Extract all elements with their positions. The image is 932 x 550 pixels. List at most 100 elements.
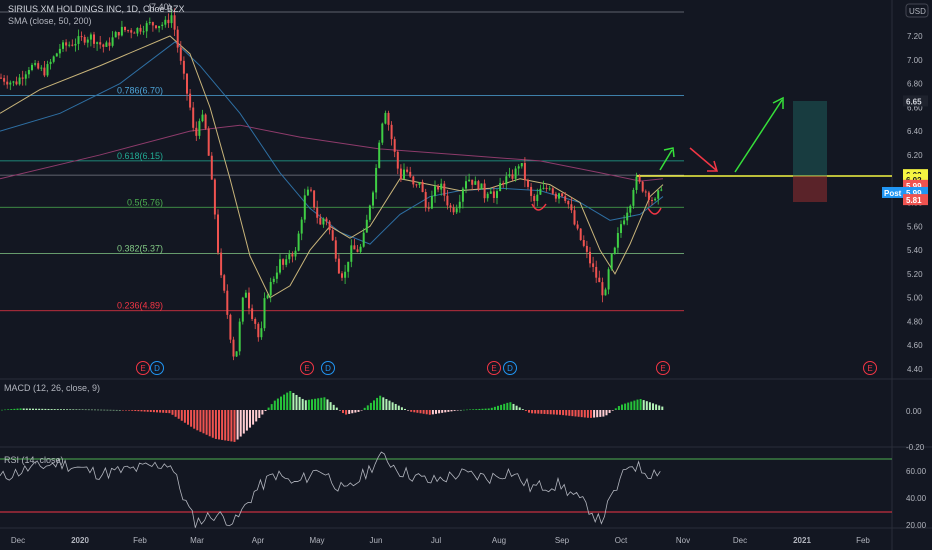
candle[interactable] — [601, 277, 604, 303]
candle[interactable] — [573, 205, 576, 226]
candle[interactable] — [257, 322, 260, 342]
candle[interactable] — [213, 178, 216, 220]
candle[interactable] — [114, 30, 117, 38]
candle[interactable] — [620, 220, 622, 238]
candle[interactable] — [623, 215, 626, 226]
candle[interactable] — [303, 188, 306, 223]
candle[interactable] — [3, 74, 6, 86]
event-marker[interactable] — [503, 361, 517, 375]
candle[interactable] — [176, 26, 179, 53]
candle[interactable] — [449, 202, 452, 213]
candle[interactable] — [502, 180, 505, 188]
event-marker[interactable] — [656, 361, 670, 375]
candle[interactable] — [195, 121, 198, 141]
candle[interactable] — [582, 235, 585, 248]
candle[interactable] — [133, 31, 136, 34]
candle[interactable] — [294, 246, 297, 261]
candle[interactable] — [198, 118, 201, 140]
candle[interactable] — [353, 238, 356, 250]
candle[interactable] — [629, 204, 632, 218]
candle[interactable] — [43, 61, 46, 78]
candle[interactable] — [406, 166, 409, 174]
candle[interactable] — [21, 70, 24, 86]
candle[interactable] — [514, 166, 517, 182]
candle[interactable] — [337, 254, 340, 275]
candle[interactable] — [393, 136, 396, 158]
candle[interactable] — [592, 256, 595, 273]
curve-annotation-1[interactable] — [531, 203, 547, 211]
candle[interactable] — [170, 8, 173, 28]
candle[interactable] — [18, 74, 21, 86]
candle[interactable] — [483, 179, 486, 203]
candle[interactable] — [189, 88, 192, 111]
event-marker[interactable] — [487, 361, 501, 375]
candle[interactable] — [65, 39, 68, 52]
candle[interactable] — [40, 65, 43, 72]
candle[interactable] — [77, 29, 80, 51]
candle[interactable] — [545, 184, 548, 192]
candle[interactable] — [229, 313, 232, 344]
candle[interactable] — [396, 150, 399, 175]
candle[interactable] — [644, 189, 647, 197]
candle[interactable] — [505, 172, 508, 190]
candle[interactable] — [306, 186, 309, 196]
candle[interactable] — [58, 44, 61, 59]
candle[interactable] — [536, 188, 539, 207]
candle[interactable] — [480, 183, 483, 190]
candle[interactable] — [530, 182, 533, 202]
candle[interactable] — [142, 25, 145, 35]
candle[interactable] — [350, 239, 353, 268]
arrow-up-small[interactable] — [659, 147, 675, 171]
time-axis[interactable]: Dec 2020 Feb Mar Apr May Jun Jul Aug Sep Oct Nov Dec… — [11, 536, 871, 545]
candle[interactable] — [313, 190, 316, 211]
candle[interactable] — [282, 258, 285, 270]
candle[interactable] — [455, 204, 458, 215]
candle[interactable] — [238, 318, 241, 356]
candle[interactable] — [598, 270, 601, 283]
candle[interactable] — [381, 122, 384, 146]
candle[interactable] — [551, 187, 554, 195]
candle[interactable] — [474, 176, 477, 185]
candle[interactable] — [204, 113, 207, 130]
candle[interactable] — [443, 180, 446, 202]
candle[interactable] — [331, 226, 334, 241]
arrow-up-big[interactable] — [734, 96, 784, 173]
candle[interactable] — [375, 164, 378, 200]
event-marker[interactable] — [136, 361, 150, 375]
candle[interactable] — [217, 209, 219, 255]
candle[interactable] — [328, 220, 331, 235]
candle[interactable] — [49, 58, 52, 70]
candle[interactable] — [418, 181, 421, 189]
candle[interactable] — [561, 192, 564, 198]
candle[interactable] — [387, 110, 390, 131]
candle[interactable] — [24, 71, 27, 86]
candle[interactable] — [579, 228, 582, 241]
candle[interactable] — [499, 177, 502, 192]
candle[interactable] — [647, 190, 650, 207]
candle[interactable] — [37, 60, 40, 70]
candle[interactable] — [344, 264, 347, 285]
candle[interactable] — [300, 216, 303, 241]
candle[interactable] — [164, 16, 167, 28]
candle[interactable] — [34, 59, 37, 67]
trade-annotations[interactable] — [531, 96, 892, 215]
candle[interactable] — [272, 276, 275, 285]
candle[interactable] — [15, 76, 18, 86]
candle[interactable] — [68, 41, 71, 48]
candle[interactable] — [80, 31, 83, 41]
candle[interactable] — [595, 260, 598, 283]
candle[interactable] — [151, 21, 154, 32]
candle[interactable] — [458, 194, 461, 213]
candle[interactable] — [117, 31, 120, 40]
candle[interactable] — [626, 206, 629, 226]
curve-annotation-2[interactable] — [647, 207, 662, 215]
candle[interactable] — [638, 174, 641, 184]
candle[interactable] — [31, 62, 33, 72]
candle[interactable] — [508, 167, 511, 178]
candle[interactable] — [325, 216, 328, 226]
candle[interactable] — [570, 197, 573, 214]
sma-indicator-label[interactable]: SMA (close, 50, 200) — [8, 16, 92, 26]
candle[interactable] — [322, 217, 325, 228]
candle[interactable] — [0, 73, 2, 79]
